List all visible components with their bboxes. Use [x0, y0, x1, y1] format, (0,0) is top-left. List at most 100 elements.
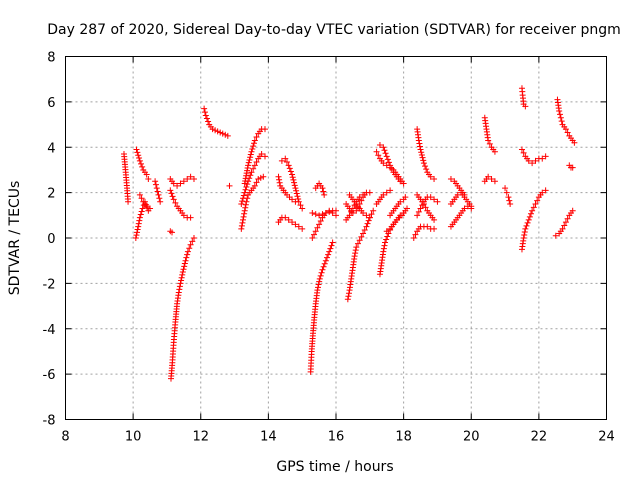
data-point: [187, 214, 194, 221]
data-point: [524, 219, 531, 226]
data-point: [251, 140, 258, 147]
data-point: [557, 114, 564, 121]
data-point: [154, 188, 161, 195]
data-point: [447, 176, 454, 183]
data-point: [387, 162, 394, 169]
data-point: [294, 193, 301, 200]
data-point: [486, 140, 493, 147]
data-point: [184, 251, 191, 258]
data-point: [527, 210, 534, 217]
data-point: [412, 231, 419, 238]
data-point: [322, 257, 329, 264]
data-point: [168, 190, 175, 197]
data-point: [346, 212, 353, 219]
x-tick-label: 18: [395, 430, 412, 445]
data-point: [251, 182, 258, 189]
data-point: [506, 197, 513, 204]
data-point: [420, 157, 427, 164]
data-point: [410, 235, 417, 241]
x-axis-label: GPS time / hours: [276, 459, 393, 475]
data-point: [253, 179, 260, 186]
data-point: [286, 165, 293, 172]
data-point: [423, 166, 430, 173]
data-point: [556, 107, 563, 114]
data-point: [202, 112, 209, 119]
data-point: [177, 280, 184, 287]
data-point: [170, 180, 177, 187]
data-points: [120, 85, 578, 382]
data-point: [285, 162, 292, 169]
data-point: [178, 274, 185, 281]
data-point: [249, 145, 256, 152]
data-point: [431, 176, 438, 183]
data-point: [522, 225, 529, 232]
data-point: [250, 143, 257, 150]
data-point: [491, 148, 498, 155]
x-tick-labels: 8 10 12 14 16 18 20 22 24: [61, 430, 614, 445]
data-point: [329, 239, 336, 246]
y-tick-label: 4: [47, 141, 55, 156]
data-point: [562, 219, 569, 226]
data-point: [542, 153, 549, 160]
data-point: [147, 205, 154, 212]
data-point: [397, 198, 404, 205]
data-point: [257, 174, 264, 181]
data-point: [397, 178, 404, 185]
data-point: [189, 238, 196, 245]
data-point: [287, 168, 294, 175]
data-point: [381, 242, 388, 249]
data-point: [417, 146, 424, 153]
data-point: [354, 240, 361, 247]
data-point: [415, 208, 422, 215]
data-point: [529, 207, 536, 214]
data-point: [314, 224, 321, 231]
data-point: [422, 204, 429, 211]
data-point: [320, 188, 327, 195]
data-point: [176, 286, 183, 293]
data-point: [361, 227, 368, 234]
data-point: [384, 156, 391, 163]
data-point: [255, 176, 262, 183]
data-point: [184, 176, 191, 183]
x-tick-label: 14: [260, 430, 277, 445]
data-point: [240, 216, 247, 223]
data-point: [353, 244, 360, 251]
data-point: [520, 235, 527, 241]
data-point: [402, 194, 409, 201]
data-point: [243, 183, 250, 190]
data-point: [418, 151, 425, 158]
x-tick-label: 10: [125, 430, 142, 445]
data-point: [133, 146, 140, 153]
data-point: [417, 205, 424, 212]
data-point: [505, 194, 512, 201]
data-point: [240, 192, 247, 199]
data-point: [145, 176, 152, 183]
data-point: [174, 182, 181, 189]
data-point: [260, 173, 267, 180]
data-point: [321, 191, 328, 198]
data-point: [317, 217, 324, 224]
data-point: [261, 126, 268, 133]
data-point: [314, 284, 321, 291]
y-axis-label: SDTVAR / TECUs: [7, 181, 23, 296]
data-point: [247, 154, 254, 161]
y-tick-label: 6: [47, 96, 55, 111]
data-point: [521, 228, 528, 235]
data-point: [387, 187, 394, 194]
data-point: [143, 171, 150, 178]
data-point: [564, 129, 571, 136]
data-point: [345, 290, 352, 297]
data-point: [309, 210, 316, 217]
data-point: [521, 231, 528, 238]
data-point: [534, 197, 541, 204]
data-point: [348, 208, 355, 215]
data-point: [222, 131, 229, 138]
data-point: [261, 153, 268, 160]
data-point: [125, 198, 132, 205]
data-point: [360, 191, 367, 198]
data-point: [181, 263, 188, 270]
data-point: [240, 195, 247, 202]
data-point: [293, 187, 300, 194]
data-point: [360, 230, 367, 237]
data-point: [564, 215, 571, 222]
